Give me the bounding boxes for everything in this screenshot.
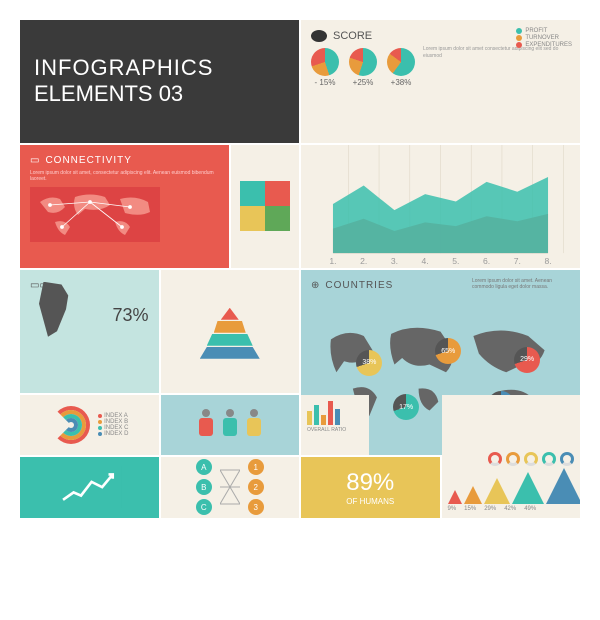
people-panel: [161, 395, 300, 455]
connectivity-panel: ▭ CONNECTIVITY Lorem ipsum dolor sit amet…: [20, 145, 229, 268]
score-lorem: Lorem ipsum dolor sit amet consectetur a…: [423, 46, 570, 87]
humans-panel: 89% OF HUMANS: [301, 457, 440, 517]
svg-text:7.: 7.: [514, 256, 521, 266]
overall-title: OVERALL RATIO: [307, 427, 363, 433]
puzzle-panel: [231, 145, 299, 268]
svg-text:4.: 4.: [422, 256, 429, 266]
connectivity-lorem: Lorem ipsum dolor sit amet, consectetur …: [30, 170, 219, 183]
monitor-icon: ▭: [30, 155, 40, 166]
overall-panel: OVERALL RATIO: [301, 395, 369, 455]
svg-text:2.: 2.: [360, 256, 367, 266]
score-legend: PROFITTURNOVEREXPENDITURES: [516, 28, 572, 49]
subtitle: ELEMENTS 03: [34, 81, 285, 107]
radial-panel: INDEX AINDEX BINDEX CINDEX D: [20, 395, 159, 455]
globe-icon: ⊕: [311, 280, 320, 291]
countries-title: COUNTRIES: [325, 280, 393, 291]
pyramid-panel: [161, 270, 300, 393]
africa-panel: ▭▭ 73%: [20, 270, 159, 393]
svg-text:6.: 6.: [483, 256, 490, 266]
abc-panel: ABC 123: [161, 457, 300, 517]
svg-text:5.: 5.: [452, 256, 459, 266]
humans-pct: 89%: [346, 469, 394, 497]
svg-text:3.: 3.: [391, 256, 398, 266]
main-title: INFOGRAPHICS: [34, 55, 285, 81]
header-panel: INFOGRAPHICS ELEMENTS 03: [20, 20, 299, 143]
countries-lorem: Lorem ipsum dolor sit amet. Aenean commo…: [472, 278, 572, 291]
connectivity-title: CONNECTIVITY: [45, 155, 131, 166]
line-chart-panel: [20, 457, 159, 517]
score-pies: - 15%+25%+38%: [311, 48, 415, 87]
score-panel: SCORE PROFITTURNOVEREXPENDITURES - 15%+2…: [301, 20, 580, 143]
area-chart-panel: 1. 2. 3. 4. 5. 6. 7. 8.: [301, 145, 580, 268]
triangles-panel: 9%15%29%42%49%: [442, 395, 581, 518]
piggy-icon: [311, 30, 327, 42]
humans-label: OF HUMANS: [346, 497, 394, 506]
world-map-small: [30, 187, 160, 242]
africa-pct: 73%: [112, 305, 148, 326]
score-title: SCORE: [333, 30, 372, 42]
svg-text:1.: 1.: [329, 256, 336, 266]
svg-text:8.: 8.: [544, 256, 551, 266]
